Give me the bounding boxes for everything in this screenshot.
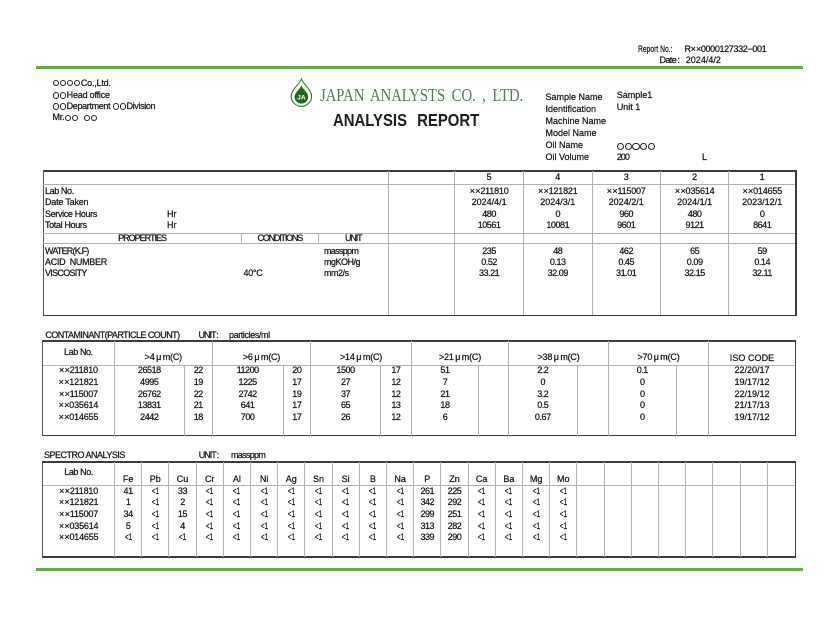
svg-text:JA: JA xyxy=(297,95,306,102)
